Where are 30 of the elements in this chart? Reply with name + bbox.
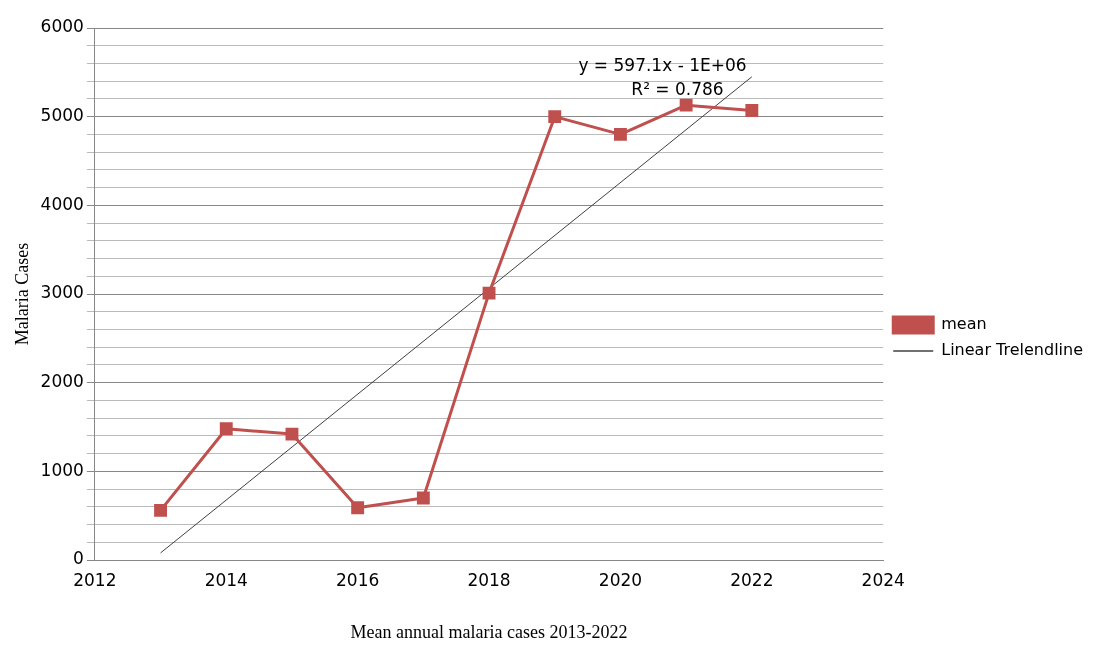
x-tick-label: 2016 bbox=[336, 569, 380, 590]
point bbox=[613, 127, 627, 141]
x-tick-label: 2012 bbox=[73, 569, 117, 590]
x-tick-label: 2020 bbox=[598, 569, 643, 590]
x-axis-title: Mean annual malaria cases 2013-2022 bbox=[350, 621, 628, 642]
point bbox=[745, 104, 759, 117]
legend-label: mean bbox=[941, 314, 987, 334]
y-tick-label: 2000 bbox=[40, 371, 84, 392]
point bbox=[351, 501, 365, 515]
point bbox=[482, 286, 496, 300]
x-tick-label: 2024 bbox=[861, 569, 905, 590]
y-tick-label: 5000 bbox=[40, 105, 84, 126]
annotation: y = 597.1x - 1E+06 bbox=[578, 54, 747, 75]
y-tick-label: 3000 bbox=[40, 282, 84, 303]
point bbox=[219, 422, 233, 436]
point bbox=[548, 110, 562, 124]
y-axis-title: Malaria Cases bbox=[11, 242, 32, 346]
y-tick-label: 0 bbox=[73, 548, 84, 569]
y-tick-label: 6000 bbox=[40, 16, 84, 37]
point bbox=[154, 503, 168, 517]
y-tick-label: 4000 bbox=[40, 193, 84, 214]
y-tick-label: 1000 bbox=[40, 459, 84, 480]
x-tick-label: 2022 bbox=[730, 569, 774, 590]
point bbox=[679, 98, 693, 112]
annotation: R² = 0.786 bbox=[631, 78, 724, 99]
point bbox=[285, 427, 299, 441]
point bbox=[416, 491, 430, 505]
legend-label: Linear Trelendline bbox=[941, 340, 1083, 360]
x-tick-label: 2014 bbox=[204, 569, 248, 590]
x-tick-label: 2018 bbox=[467, 569, 511, 590]
